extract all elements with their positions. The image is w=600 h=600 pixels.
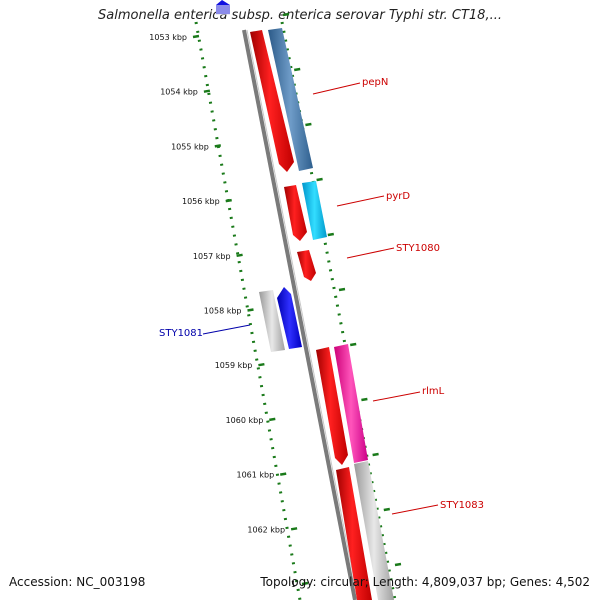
backbone-highlight: [246, 29, 359, 600]
STY1081-leader-line: [202, 324, 251, 335]
tick-label: 1057 kbp: [193, 252, 231, 261]
STY1083-leader-line: [391, 504, 439, 515]
tick-mark: [372, 452, 379, 457]
rlmL-gene-bar: [334, 344, 368, 463]
tick-label: 1061 kbp: [236, 471, 274, 480]
pepN-gene-bar: [268, 28, 313, 171]
tick-mark: [269, 417, 276, 422]
tick-group: 1053 kbp 1054 kbp 1055 kbp 1056 kbp 1057 kbp…: [149, 12, 402, 589]
tick-mark: [247, 308, 254, 312]
rlmL-leader-line: [372, 391, 421, 402]
tick-label: 1058 kbp: [204, 307, 242, 316]
STY1081-cds-arrow: [277, 287, 302, 349]
rlmL-label: rlmL: [422, 386, 445, 397]
tick-label: 1062 kbp: [247, 525, 285, 534]
tick-mark: [192, 34, 200, 39]
tick-label: 1053 kbp: [149, 33, 187, 42]
top-grey-feature: [216, 5, 230, 15]
genome-summary: Topology: circular; Length: 4,809,037 bp…: [260, 575, 590, 589]
STY1080-leader-line: [346, 247, 395, 259]
STY1083-grey-bar: [354, 461, 394, 600]
tick-mark: [327, 232, 335, 237]
tick-mark: [236, 253, 243, 258]
tick-mark: [305, 122, 312, 127]
tick-label: 1059 kbp: [215, 361, 253, 370]
tick-mark: [361, 397, 368, 402]
tick-mark: [203, 89, 211, 93]
tick-mark: [338, 287, 346, 292]
pepN-label: pepN: [362, 77, 388, 88]
tick-mark: [290, 527, 298, 531]
tick-label: 1056 kbp: [182, 197, 220, 206]
tick-mark: [383, 507, 391, 512]
tick-label: 1: [291, 580, 296, 589]
backbone-line: [242, 29, 357, 600]
STY1081-grey-bar: [259, 290, 285, 352]
tick-label: 1054 kbp: [160, 88, 198, 97]
tick-mark: [394, 562, 402, 567]
tick-mark: [349, 342, 357, 347]
tick-mark: [279, 472, 287, 476]
pepN-cds-arrow: [250, 30, 294, 172]
rlmL-cds-arrow: [316, 347, 348, 465]
STY1083-cds-arrow: [336, 467, 372, 600]
tick-label: 1055 kbp: [171, 142, 209, 151]
STY1080-label: STY1080: [396, 243, 440, 254]
tick-mark: [293, 67, 301, 72]
tick-label: 1060 kbp: [226, 416, 264, 425]
pyrD-gene-bar: [302, 181, 327, 240]
tick-mark: [282, 12, 290, 17]
accession-label: Accession: NC_003198: [9, 575, 146, 589]
pyrD-cds-arrow: [284, 185, 307, 241]
tick-mark: [301, 581, 309, 586]
pyrD-label: pyrD: [386, 191, 410, 202]
tick-mark: [258, 362, 265, 367]
STY1083-label: STY1083: [440, 500, 484, 511]
STY1080-cds-arrow: [297, 250, 316, 281]
map-title: Salmonella enterica subsp. enterica sero…: [98, 8, 502, 23]
STY1081-label: STY1081: [159, 328, 203, 339]
tick-mark: [225, 198, 232, 203]
tick-mark: [316, 177, 323, 182]
pepN-leader-line: [312, 82, 361, 95]
tick-mark: [214, 144, 222, 148]
pyrD-leader-line: [336, 195, 385, 207]
